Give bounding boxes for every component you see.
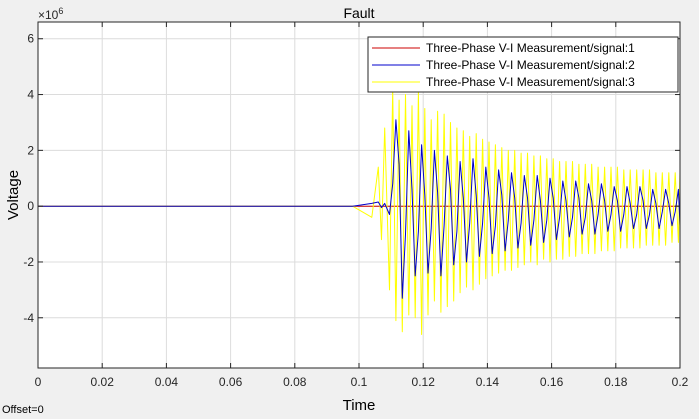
series-lines	[38, 88, 681, 335]
x-tick-label: 0.18	[604, 375, 628, 389]
x-axis-label: Time	[343, 397, 376, 414]
x-tick-label: 0.08	[283, 375, 307, 389]
x-tick-label: 0.12	[412, 375, 436, 389]
y-tick-label: -4	[23, 311, 34, 325]
x-tick-label: 0.02	[91, 375, 115, 389]
axis-ticks: 0 0.02 0.04 0.06 0.08 0.1 0.12 0.14 0.16 0.18 0.2 -…	[23, 22, 689, 389]
x-tick-label: 0.2	[672, 375, 689, 389]
y-exponent-base: ×10	[38, 8, 59, 22]
y-exponent-power: 6	[58, 6, 63, 16]
legend-items: Three-Phase V-I Measurement/signal:1 Thre…	[372, 41, 635, 89]
svg-text:×106: ×106	[38, 6, 63, 22]
y-exponent-label: ×106	[38, 6, 63, 22]
y-tick-label: -2	[23, 255, 34, 269]
y-tick-label: 6	[27, 32, 34, 46]
x-tick-label: 0.06	[219, 375, 243, 389]
x-tick-label: 0.16	[540, 375, 564, 389]
y-tick-label: 0	[27, 199, 34, 213]
y-axis-label: Voltage	[5, 170, 22, 220]
chart-title: Fault	[343, 5, 374, 21]
series-line-3	[38, 88, 681, 335]
legend-label-1: Three-Phase V-I Measurement/signal:1	[426, 41, 635, 55]
y-tick-label: 4	[27, 88, 34, 102]
offset-label: Offset=0	[2, 404, 44, 416]
legend-label-2: Three-Phase V-I Measurement/signal:2	[426, 58, 635, 72]
x-tick-label: 0	[35, 375, 42, 389]
y-tick-label: 2	[27, 143, 34, 157]
x-tick-label: 0.14	[476, 375, 500, 389]
legend[interactable]: Three-Phase V-I Measurement/signal:1 Thre…	[367, 36, 679, 93]
x-tick-label: 0.04	[155, 375, 179, 389]
legend-label-3: Three-Phase V-I Measurement/signal:3	[426, 75, 635, 89]
x-tick-label: 0.1	[351, 375, 368, 389]
series-line-2	[38, 119, 681, 299]
